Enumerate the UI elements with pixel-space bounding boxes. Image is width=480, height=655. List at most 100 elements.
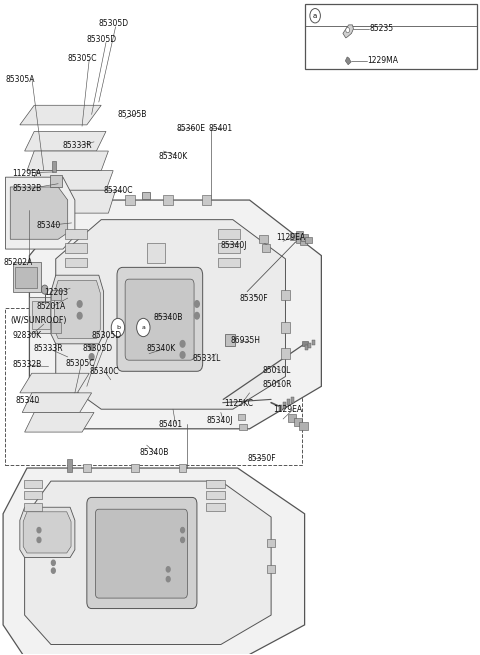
Text: 85332B: 85332B xyxy=(12,360,42,369)
Circle shape xyxy=(180,537,184,542)
Polygon shape xyxy=(24,413,94,432)
FancyBboxPatch shape xyxy=(125,279,194,360)
Text: 85350F: 85350F xyxy=(240,294,269,303)
Circle shape xyxy=(180,341,185,347)
Polygon shape xyxy=(27,151,108,171)
FancyBboxPatch shape xyxy=(96,509,187,598)
Text: a: a xyxy=(313,12,317,19)
Bar xyxy=(206,502,225,510)
Circle shape xyxy=(41,285,48,294)
Polygon shape xyxy=(10,187,68,239)
Text: 1129EA: 1129EA xyxy=(276,233,305,242)
Text: 92830K: 92830K xyxy=(12,331,42,340)
Bar xyxy=(24,491,42,498)
Bar xyxy=(32,301,50,329)
Text: 85401: 85401 xyxy=(209,124,233,134)
Bar xyxy=(125,195,135,205)
Bar xyxy=(206,480,225,487)
Bar xyxy=(296,236,303,242)
Text: 85340K: 85340K xyxy=(147,344,176,353)
Bar xyxy=(301,234,308,240)
Bar xyxy=(238,414,245,421)
Bar xyxy=(52,162,56,172)
Bar xyxy=(239,424,247,430)
Bar xyxy=(296,231,303,238)
Bar xyxy=(67,459,72,472)
Circle shape xyxy=(137,318,150,337)
Text: 85305B: 85305B xyxy=(118,110,147,119)
Bar xyxy=(218,229,240,239)
Polygon shape xyxy=(22,393,92,413)
Text: 85332B: 85332B xyxy=(12,185,42,193)
Bar xyxy=(65,243,87,253)
Bar xyxy=(29,297,52,333)
Circle shape xyxy=(180,352,185,358)
Circle shape xyxy=(180,527,184,533)
Circle shape xyxy=(111,318,125,337)
Polygon shape xyxy=(51,275,104,344)
Text: 85305A: 85305A xyxy=(5,75,35,84)
Polygon shape xyxy=(20,105,101,125)
Text: 85305D: 85305D xyxy=(87,35,117,45)
Bar xyxy=(302,341,308,346)
Circle shape xyxy=(166,576,170,582)
Text: 85340J: 85340J xyxy=(206,416,233,425)
Bar xyxy=(300,238,308,245)
Bar xyxy=(283,402,286,408)
Polygon shape xyxy=(24,132,106,151)
Bar xyxy=(142,191,151,199)
Bar xyxy=(51,322,60,333)
Circle shape xyxy=(166,567,170,572)
Polygon shape xyxy=(54,280,100,339)
Bar xyxy=(83,464,91,472)
Bar xyxy=(305,4,477,69)
Text: 85305D: 85305D xyxy=(99,19,129,28)
Bar xyxy=(281,322,290,333)
FancyBboxPatch shape xyxy=(117,267,203,371)
Bar xyxy=(202,195,211,205)
Bar xyxy=(5,308,302,465)
Text: 85340C: 85340C xyxy=(104,186,133,195)
Circle shape xyxy=(51,560,55,565)
Text: 85360E: 85360E xyxy=(177,124,206,134)
Polygon shape xyxy=(29,171,113,190)
Text: 85333R: 85333R xyxy=(63,141,93,150)
Bar xyxy=(262,244,270,252)
Text: 85305D: 85305D xyxy=(82,344,112,353)
Circle shape xyxy=(37,537,41,542)
Text: 85340B: 85340B xyxy=(140,449,169,457)
Bar xyxy=(305,236,312,243)
Bar xyxy=(309,343,312,348)
Circle shape xyxy=(89,354,94,360)
Text: 86935H: 86935H xyxy=(230,336,261,345)
Bar xyxy=(65,257,87,267)
Text: 85340: 85340 xyxy=(15,396,39,405)
Text: 12203: 12203 xyxy=(44,288,68,297)
Text: 85350F: 85350F xyxy=(247,454,276,462)
Bar xyxy=(147,242,165,263)
Text: b: b xyxy=(116,325,120,330)
Text: 85333R: 85333R xyxy=(33,344,63,353)
Bar xyxy=(65,229,87,239)
Text: 85340J: 85340J xyxy=(221,240,247,250)
Bar xyxy=(294,419,302,426)
Text: 85401: 85401 xyxy=(158,420,183,429)
Bar xyxy=(218,243,240,253)
Bar xyxy=(290,233,298,240)
Bar xyxy=(24,480,42,487)
Bar xyxy=(259,234,268,242)
Text: 85202A: 85202A xyxy=(3,257,32,267)
Polygon shape xyxy=(20,507,75,557)
Polygon shape xyxy=(3,468,305,655)
Text: 1129EA: 1129EA xyxy=(12,169,42,178)
FancyBboxPatch shape xyxy=(87,497,197,608)
Circle shape xyxy=(37,527,41,533)
Text: 1129EA: 1129EA xyxy=(274,405,302,414)
Text: 85201A: 85201A xyxy=(36,302,66,311)
Bar xyxy=(279,405,282,411)
Text: 85331L: 85331L xyxy=(192,354,220,364)
Circle shape xyxy=(346,28,349,33)
Text: 85305C: 85305C xyxy=(65,359,95,368)
Bar xyxy=(225,334,235,346)
Circle shape xyxy=(77,312,82,319)
